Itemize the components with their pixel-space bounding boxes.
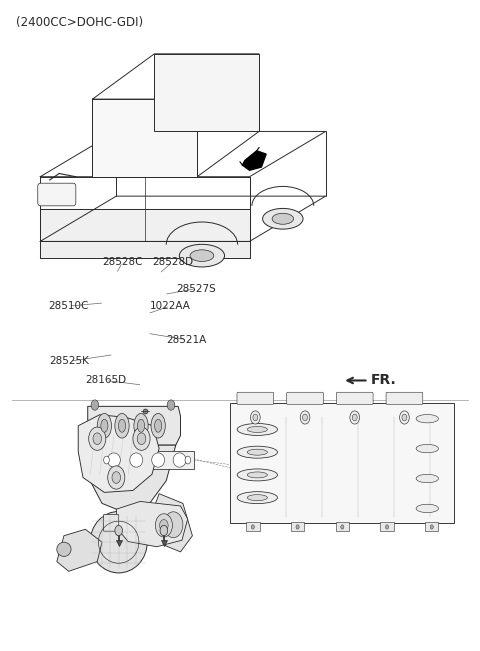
Polygon shape <box>116 501 188 547</box>
Ellipse shape <box>237 469 277 481</box>
Circle shape <box>112 472 120 483</box>
Circle shape <box>93 433 102 445</box>
FancyBboxPatch shape <box>230 403 454 523</box>
Circle shape <box>167 400 175 410</box>
Circle shape <box>108 466 125 489</box>
Circle shape <box>104 456 109 464</box>
Circle shape <box>430 525 433 529</box>
Text: FR.: FR. <box>371 374 396 387</box>
Ellipse shape <box>115 413 129 438</box>
FancyBboxPatch shape <box>380 522 394 531</box>
Polygon shape <box>57 529 102 572</box>
Text: 28528C: 28528C <box>102 257 143 267</box>
Polygon shape <box>88 445 176 513</box>
Ellipse shape <box>130 453 143 467</box>
Ellipse shape <box>416 445 438 453</box>
Ellipse shape <box>101 419 108 432</box>
Ellipse shape <box>173 453 186 467</box>
Circle shape <box>159 519 168 531</box>
Circle shape <box>296 525 299 529</box>
Ellipse shape <box>108 453 120 467</box>
Ellipse shape <box>263 208 303 229</box>
Text: 28521A: 28521A <box>166 335 206 345</box>
Text: 28525K: 28525K <box>49 356 90 366</box>
FancyBboxPatch shape <box>386 393 423 404</box>
FancyBboxPatch shape <box>237 393 274 404</box>
Polygon shape <box>78 415 159 492</box>
Ellipse shape <box>137 419 144 432</box>
FancyBboxPatch shape <box>246 522 260 531</box>
Ellipse shape <box>97 413 111 438</box>
Ellipse shape <box>416 415 438 423</box>
Ellipse shape <box>180 244 225 267</box>
Polygon shape <box>152 493 192 552</box>
Ellipse shape <box>155 419 162 432</box>
Polygon shape <box>88 406 180 445</box>
Circle shape <box>341 525 344 529</box>
Circle shape <box>156 514 172 537</box>
Circle shape <box>160 525 168 536</box>
FancyBboxPatch shape <box>101 451 193 469</box>
Circle shape <box>302 414 308 421</box>
Text: 28527S: 28527S <box>176 284 216 294</box>
Ellipse shape <box>190 250 214 262</box>
Ellipse shape <box>90 512 147 573</box>
Circle shape <box>251 525 254 529</box>
Ellipse shape <box>119 419 126 432</box>
Text: 28165D: 28165D <box>85 376 126 385</box>
Circle shape <box>91 400 99 410</box>
Polygon shape <box>242 151 266 171</box>
Ellipse shape <box>151 413 165 438</box>
Circle shape <box>251 411 260 424</box>
FancyBboxPatch shape <box>425 522 438 531</box>
Ellipse shape <box>237 423 277 436</box>
Ellipse shape <box>237 492 277 504</box>
Ellipse shape <box>416 475 438 482</box>
Ellipse shape <box>237 446 277 458</box>
FancyBboxPatch shape <box>38 183 76 206</box>
Ellipse shape <box>416 505 438 512</box>
FancyBboxPatch shape <box>103 514 119 531</box>
Ellipse shape <box>247 426 267 432</box>
Polygon shape <box>93 99 197 176</box>
FancyBboxPatch shape <box>336 522 349 531</box>
FancyBboxPatch shape <box>291 522 304 531</box>
Polygon shape <box>40 209 250 242</box>
Circle shape <box>115 525 122 536</box>
Circle shape <box>385 525 389 529</box>
FancyBboxPatch shape <box>336 393 373 404</box>
Ellipse shape <box>272 214 294 225</box>
Polygon shape <box>155 54 259 132</box>
Circle shape <box>402 414 407 421</box>
Ellipse shape <box>57 542 71 557</box>
Circle shape <box>350 411 360 424</box>
Text: 28510C: 28510C <box>48 301 89 311</box>
Text: (2400CC>DOHC-GDI): (2400CC>DOHC-GDI) <box>16 16 144 29</box>
Circle shape <box>300 411 310 424</box>
Circle shape <box>253 414 258 421</box>
Ellipse shape <box>247 495 267 501</box>
Circle shape <box>185 456 191 464</box>
Text: 1022AA: 1022AA <box>150 301 191 311</box>
Text: 28528D: 28528D <box>152 257 193 267</box>
Circle shape <box>137 433 146 445</box>
Ellipse shape <box>247 472 267 478</box>
Ellipse shape <box>247 449 267 455</box>
Circle shape <box>133 427 150 450</box>
Polygon shape <box>40 242 250 258</box>
Ellipse shape <box>134 413 148 438</box>
FancyBboxPatch shape <box>287 393 324 404</box>
Circle shape <box>352 414 357 421</box>
Circle shape <box>164 512 183 538</box>
Circle shape <box>89 427 106 450</box>
Circle shape <box>399 411 409 424</box>
Ellipse shape <box>152 453 165 467</box>
